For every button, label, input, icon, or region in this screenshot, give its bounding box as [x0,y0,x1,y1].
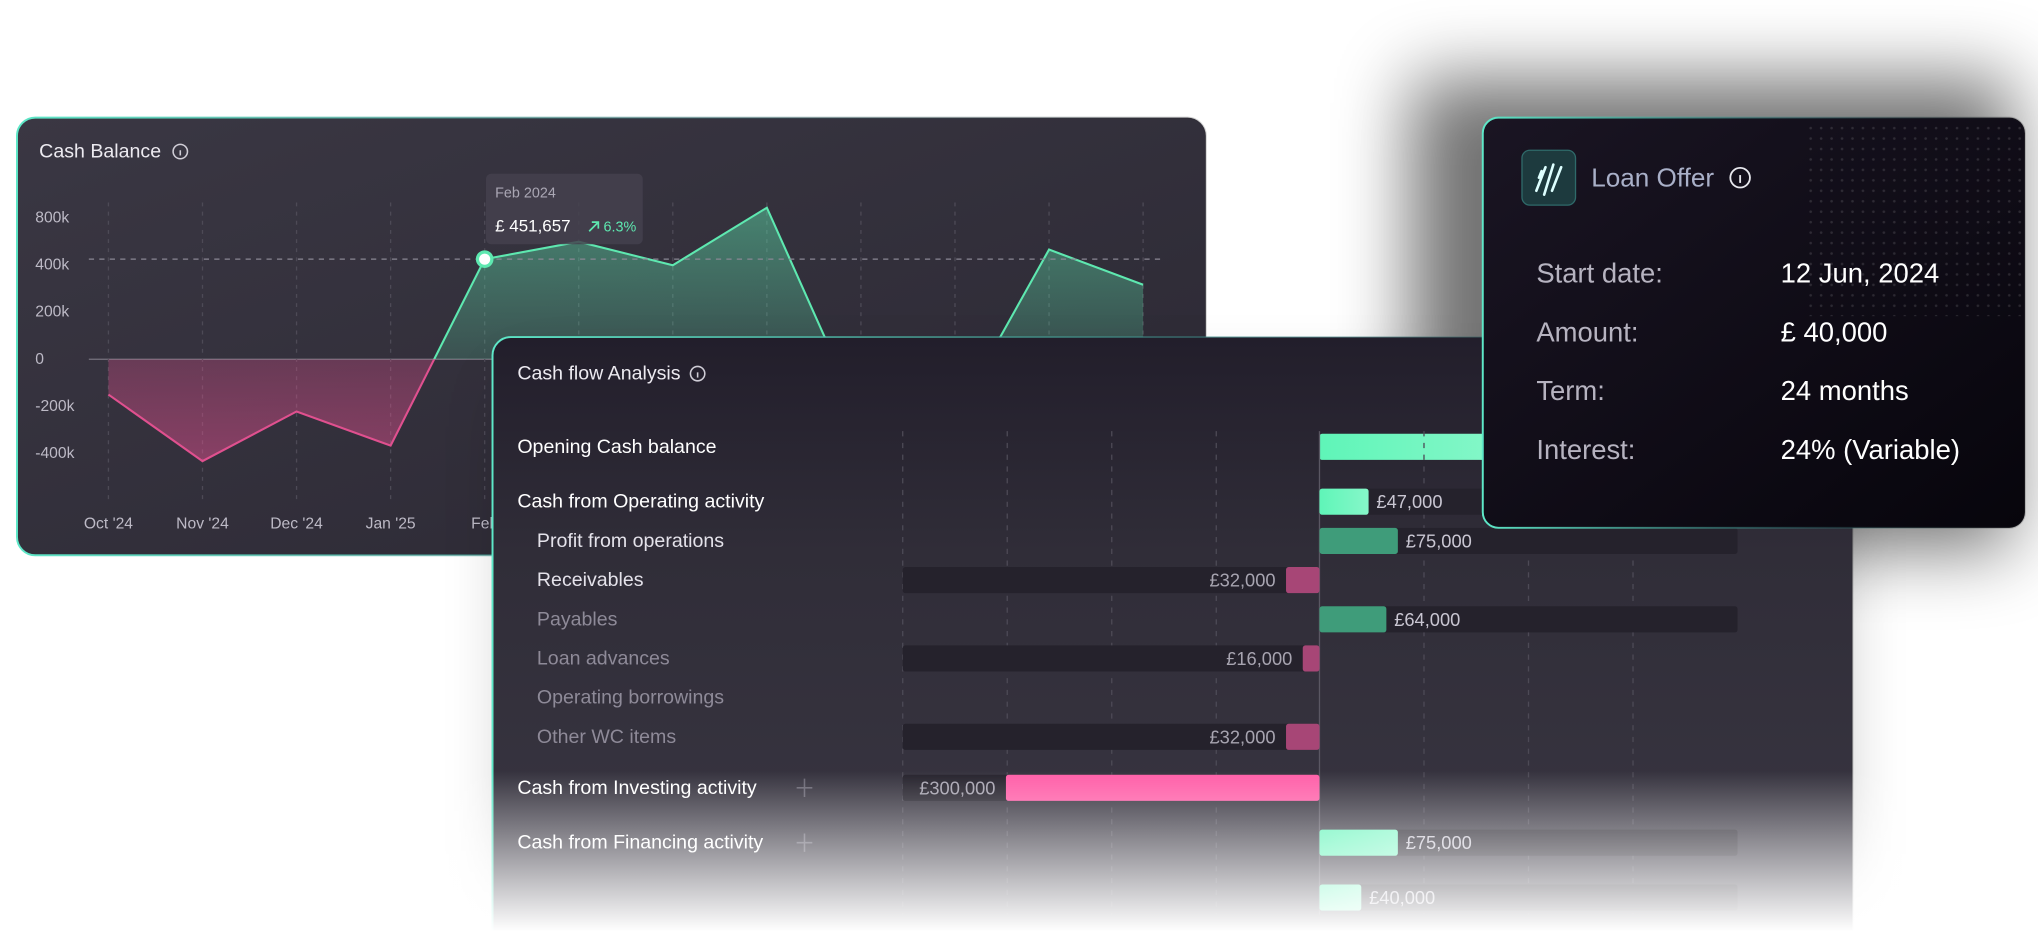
bar [1302,645,1320,672]
bar-track [1319,527,1738,554]
row-label: Other WC items [537,726,676,748]
info-icon[interactable] [172,143,189,160]
loan-fields: Start date: 12 Jun, 2024 Amount: £ 40,000 Te… [1536,258,1960,465]
field-label: Start date: [1536,258,1663,289]
x-tick-label: Dec '24 [270,515,323,532]
trend-arrow [588,221,600,232]
field-value: £ 40,000 [1781,316,1888,347]
value-label: £75,000 [1406,530,1472,551]
bar [1319,606,1387,633]
tooltip-change: 6.3% [604,219,637,235]
hover-point [475,250,494,268]
x-tick-label: Oct '24 [84,515,133,532]
fade [391,770,1960,931]
field-label: Interest: [1536,434,1635,465]
y-tick-label: 200k [35,304,69,321]
value-label: £32,000 [1209,570,1275,591]
y-tick-label: -400k [35,445,74,462]
bar [1286,723,1320,750]
info-icon[interactable] [689,365,706,382]
bar [1286,567,1320,594]
row-label: Opening Cash balance [517,436,716,458]
y-tick-label: 400k [35,257,69,274]
info-icon[interactable] [1729,166,1751,189]
row-label: Profit from operations [537,530,724,552]
bar-track [902,645,1320,672]
bar-track [902,723,1320,750]
x-tick-label: Jan '25 [366,515,416,532]
field-label: Amount: [1536,316,1638,347]
tooltip [485,173,643,245]
field-value: 12 Jun, 2024 [1781,258,1940,289]
field-value: 24% (Variable) [1781,434,1960,465]
y-tick-label: 800k [35,210,69,227]
logo-mark [1535,163,1563,196]
bar-track [902,567,1320,594]
row-label: Cash from Operating activity [517,491,764,513]
tooltip-title: Feb 2024 [495,185,556,201]
tooltip-value: £ 451,657 [495,217,570,236]
dot-pattern [1802,120,2023,317]
area-positive [108,207,1144,360]
value-label: £16,000 [1226,648,1292,669]
bar [1319,527,1398,554]
y-tick-label: -200k [35,398,74,415]
series-line [432,206,1144,360]
bar [1319,488,1369,515]
value-label: £47,000 [1376,491,1442,512]
row-label: Payables [537,608,618,630]
row-label: Loan advances [537,647,670,669]
value-label: £64,000 [1394,609,1460,630]
x-tick-label: Nov '24 [176,515,229,532]
card-title: Cash flow Analysis [517,363,680,385]
bar-track [1319,606,1738,633]
value-label: £32,000 [1209,726,1275,747]
field-value: 24 months [1781,375,1909,406]
field-label: Term: [1536,375,1605,406]
card-title: Cash Balance [39,141,161,163]
row-label: Receivables [537,569,644,591]
y-tick-label: 0 [35,351,44,368]
row-label: Operating borrowings [537,687,724,709]
loan-title: Loan Offer [1591,163,1714,193]
opening-bar [1319,433,1503,460]
